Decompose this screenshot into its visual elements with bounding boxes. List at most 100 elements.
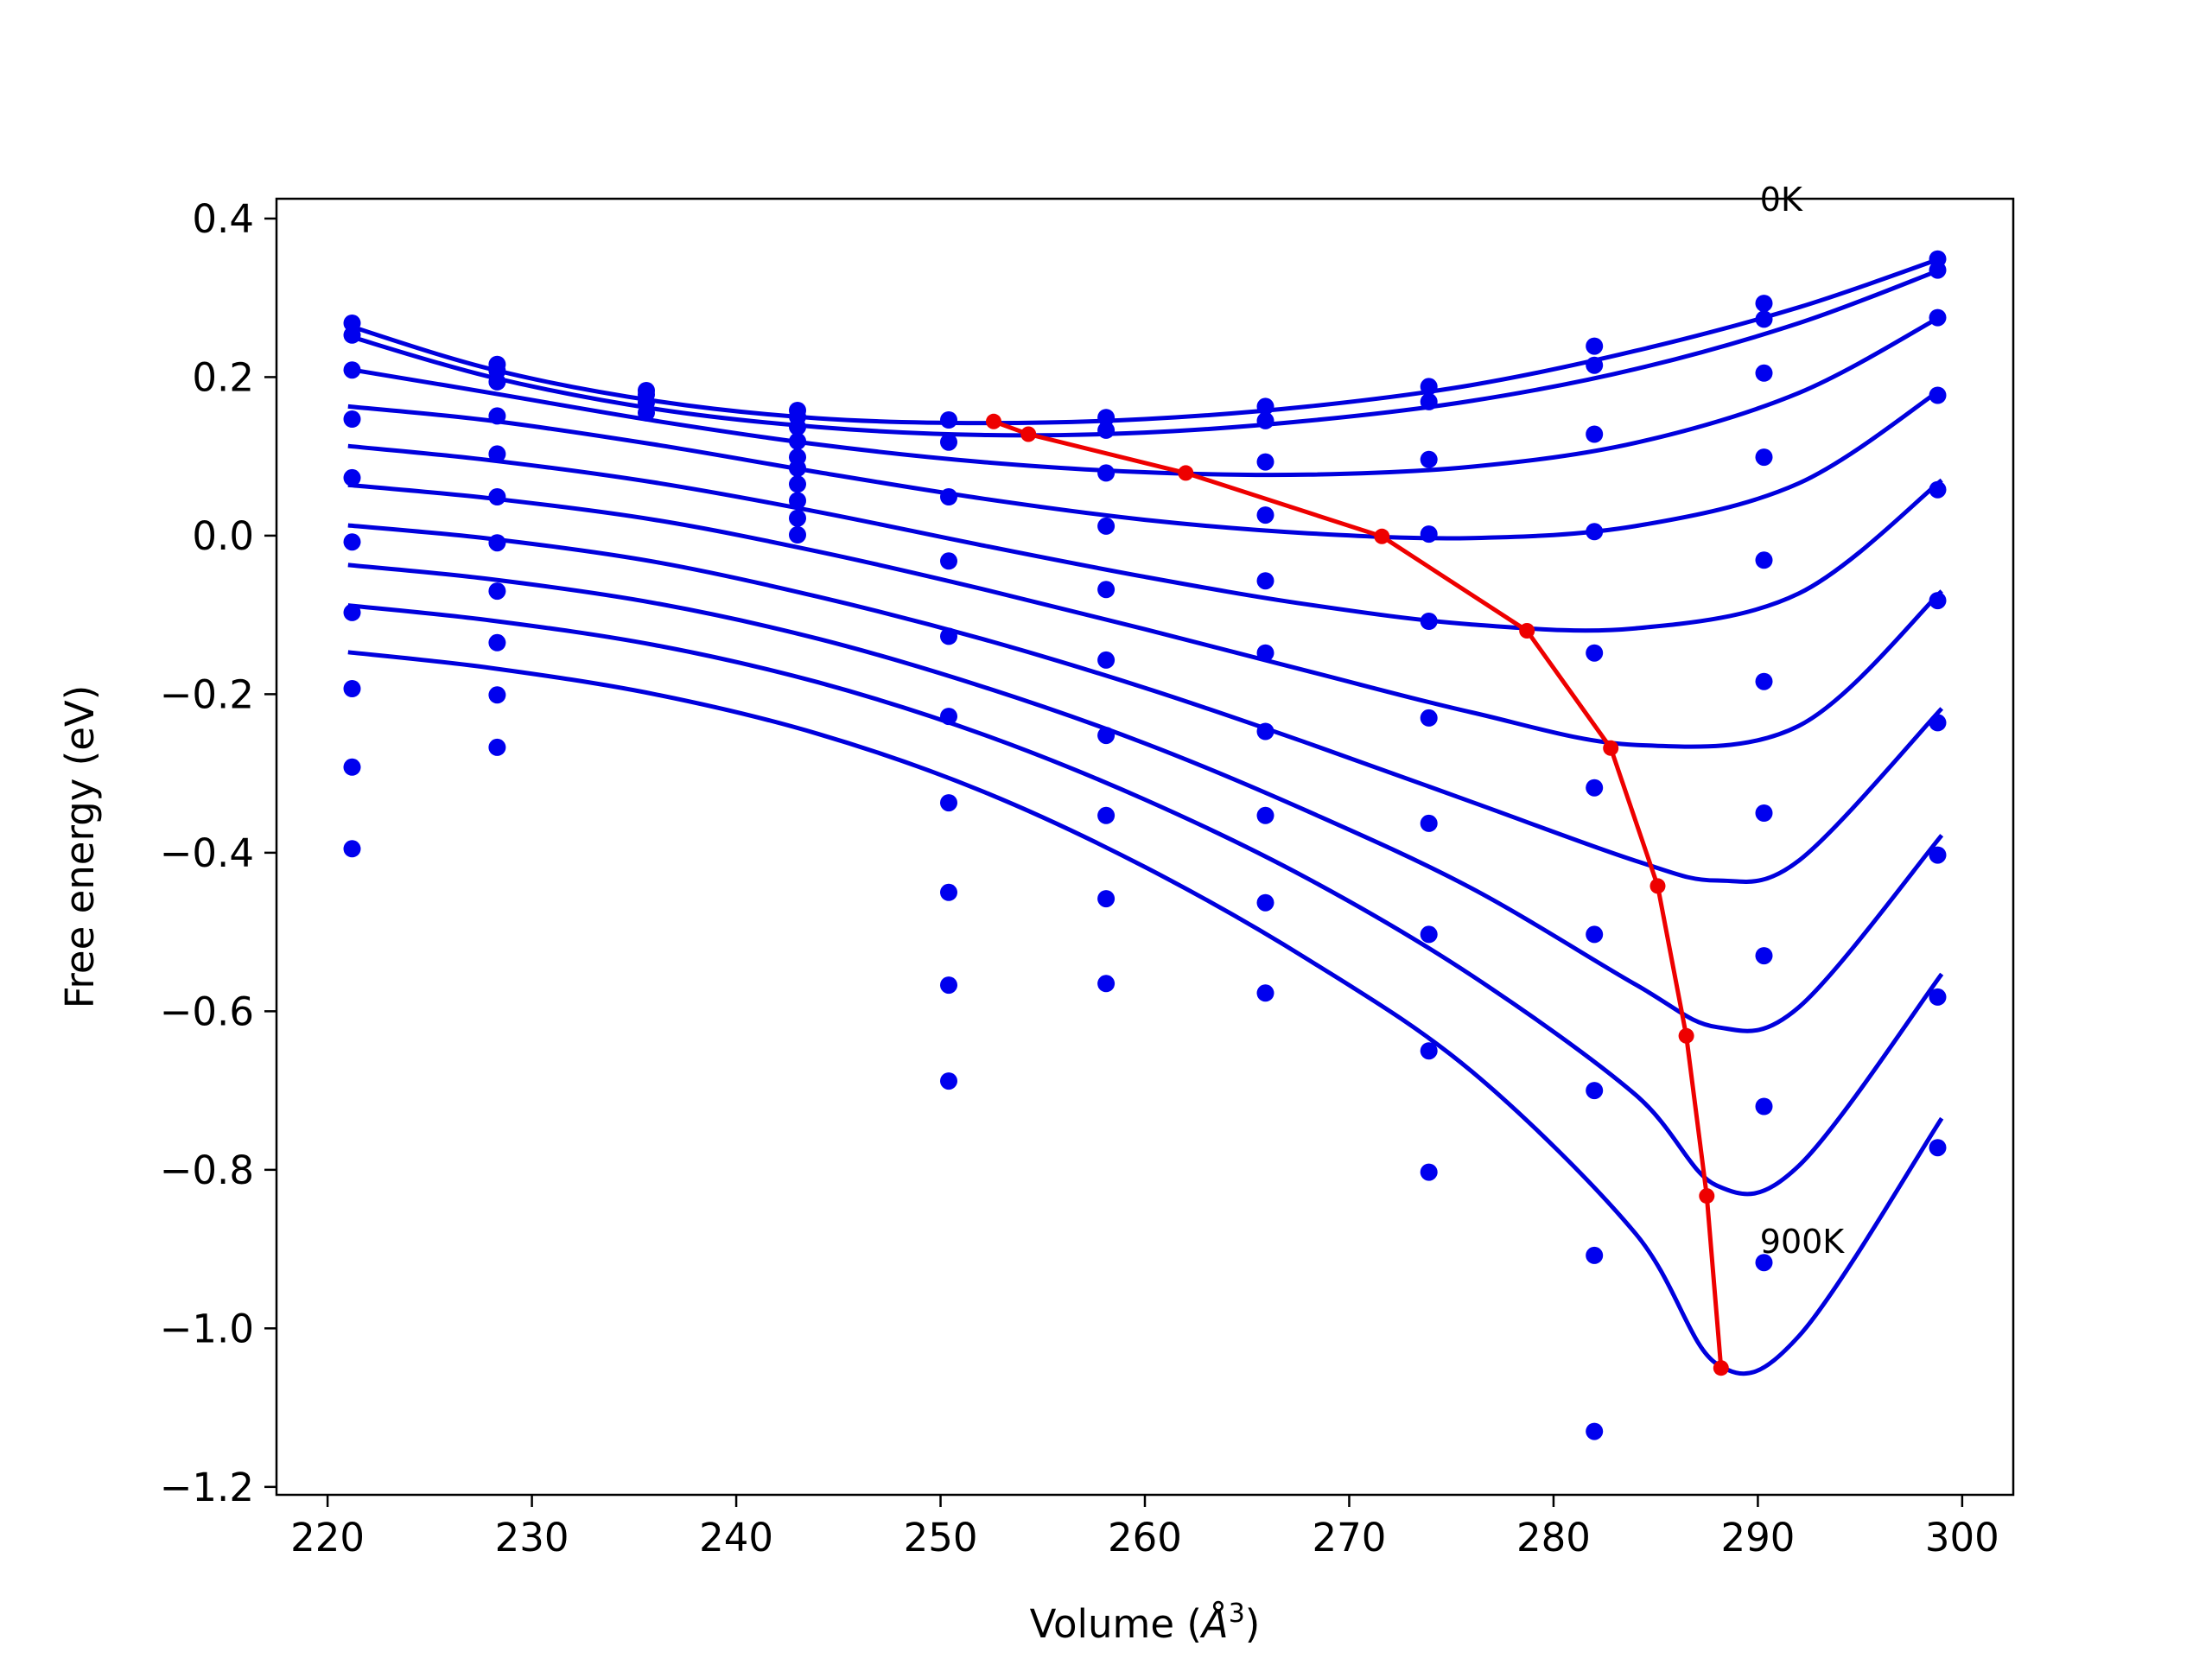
data-point — [1586, 523, 1604, 541]
data-point — [488, 633, 506, 652]
data-point — [638, 404, 655, 422]
data-point — [1420, 925, 1438, 944]
data-point — [1755, 310, 1773, 328]
data-points — [343, 250, 1947, 1440]
data-point — [1929, 308, 1947, 327]
data-point — [488, 407, 506, 425]
y-tick-label: 0.2 — [192, 354, 254, 400]
data-point — [940, 552, 957, 570]
data-point — [343, 603, 361, 621]
data-point — [1097, 890, 1116, 908]
x-tick-label: 270 — [1313, 1515, 1387, 1560]
data-point — [1929, 1139, 1947, 1157]
annotations: 0K 900K — [1760, 181, 1846, 1261]
data-point — [1586, 925, 1604, 944]
data-point — [789, 475, 806, 493]
fit-curve-8 — [347, 603, 1944, 1197]
data-point — [1256, 893, 1274, 912]
data-point — [1586, 644, 1604, 662]
data-point — [1755, 1254, 1773, 1272]
data-point — [1256, 644, 1274, 662]
data-point — [1755, 448, 1773, 467]
y-tick-label: −1.2 — [160, 1465, 254, 1510]
minimum-point — [1519, 623, 1535, 639]
x-axis-label: Volume (Å3) — [1030, 1599, 1261, 1647]
data-point — [1586, 1246, 1604, 1264]
data-point — [1256, 397, 1274, 416]
fit-curve-2 — [347, 314, 1943, 478]
data-point — [1420, 392, 1438, 410]
fit-curve-5 — [347, 482, 1943, 749]
data-point — [343, 468, 361, 486]
data-point — [1929, 846, 1947, 864]
data-point — [488, 488, 506, 505]
fit-curve-4 — [347, 443, 1943, 633]
data-point — [1755, 364, 1773, 382]
data-point — [1420, 814, 1438, 832]
fit-curves — [347, 256, 1944, 1376]
x-axis-ticks: 220 230 240 250 260 270 280 290 300 — [290, 1495, 1999, 1560]
data-point — [488, 686, 506, 704]
data-point — [1420, 613, 1438, 630]
data-point — [1755, 947, 1773, 965]
x-tick-label: 240 — [699, 1515, 773, 1560]
data-point — [1420, 450, 1438, 468]
data-point — [1097, 517, 1116, 535]
data-point — [1929, 988, 1947, 1006]
data-point — [1586, 337, 1604, 355]
data-point — [343, 680, 361, 697]
data-point — [940, 433, 957, 451]
data-point — [1420, 378, 1438, 396]
data-point — [488, 372, 506, 391]
data-point — [1929, 714, 1947, 732]
data-point — [1256, 411, 1274, 429]
x-tick-label: 260 — [1108, 1515, 1182, 1560]
minimum-path — [986, 413, 1729, 1376]
data-point — [1097, 421, 1116, 439]
data-point — [940, 488, 957, 505]
data-point — [343, 758, 361, 776]
y-tick-label: 0.4 — [192, 196, 254, 242]
data-point — [789, 418, 806, 436]
data-point — [789, 492, 806, 510]
data-point — [488, 534, 506, 552]
minimum-point — [1713, 1360, 1729, 1376]
data-point — [1256, 984, 1274, 1002]
fit-curve-3 — [347, 387, 1943, 541]
data-point — [343, 361, 361, 379]
fit-curve-9 — [347, 650, 1944, 1376]
data-point — [1256, 806, 1274, 824]
x-tick-label: 230 — [495, 1515, 569, 1560]
data-point — [343, 533, 361, 551]
data-point — [343, 326, 361, 344]
data-point — [1097, 727, 1116, 745]
data-point — [789, 459, 806, 477]
data-point — [1256, 722, 1274, 741]
data-point — [789, 526, 806, 543]
data-point — [1097, 651, 1116, 669]
data-point — [940, 1072, 957, 1090]
plot-area — [276, 199, 2013, 1495]
minimum-point — [1020, 426, 1037, 442]
data-point — [1586, 1422, 1604, 1440]
data-point — [789, 509, 806, 527]
data-point — [1929, 386, 1947, 404]
data-point — [789, 432, 806, 450]
y-axis-ticks: 0.4 0.2 0.0 −0.2 −0.4 −0.6 −0.8 −1.0 −1.2 — [160, 196, 276, 1510]
x-tick-label: 220 — [290, 1515, 365, 1560]
x-tick-label: 250 — [904, 1515, 978, 1560]
data-point — [1097, 806, 1116, 824]
data-point — [488, 582, 506, 601]
minimum-point — [1678, 1027, 1694, 1044]
data-point — [1256, 453, 1274, 471]
data-point — [1755, 672, 1773, 690]
annotation-0: 0K — [1760, 181, 1803, 219]
data-point — [1420, 1163, 1438, 1181]
minimum-point — [1603, 740, 1619, 756]
fit-curve-7 — [347, 563, 1944, 1033]
y-tick-label: −0.4 — [160, 830, 254, 876]
y-tick-label: 0.0 — [192, 513, 254, 559]
data-point — [1586, 356, 1604, 374]
data-point — [1097, 975, 1116, 993]
